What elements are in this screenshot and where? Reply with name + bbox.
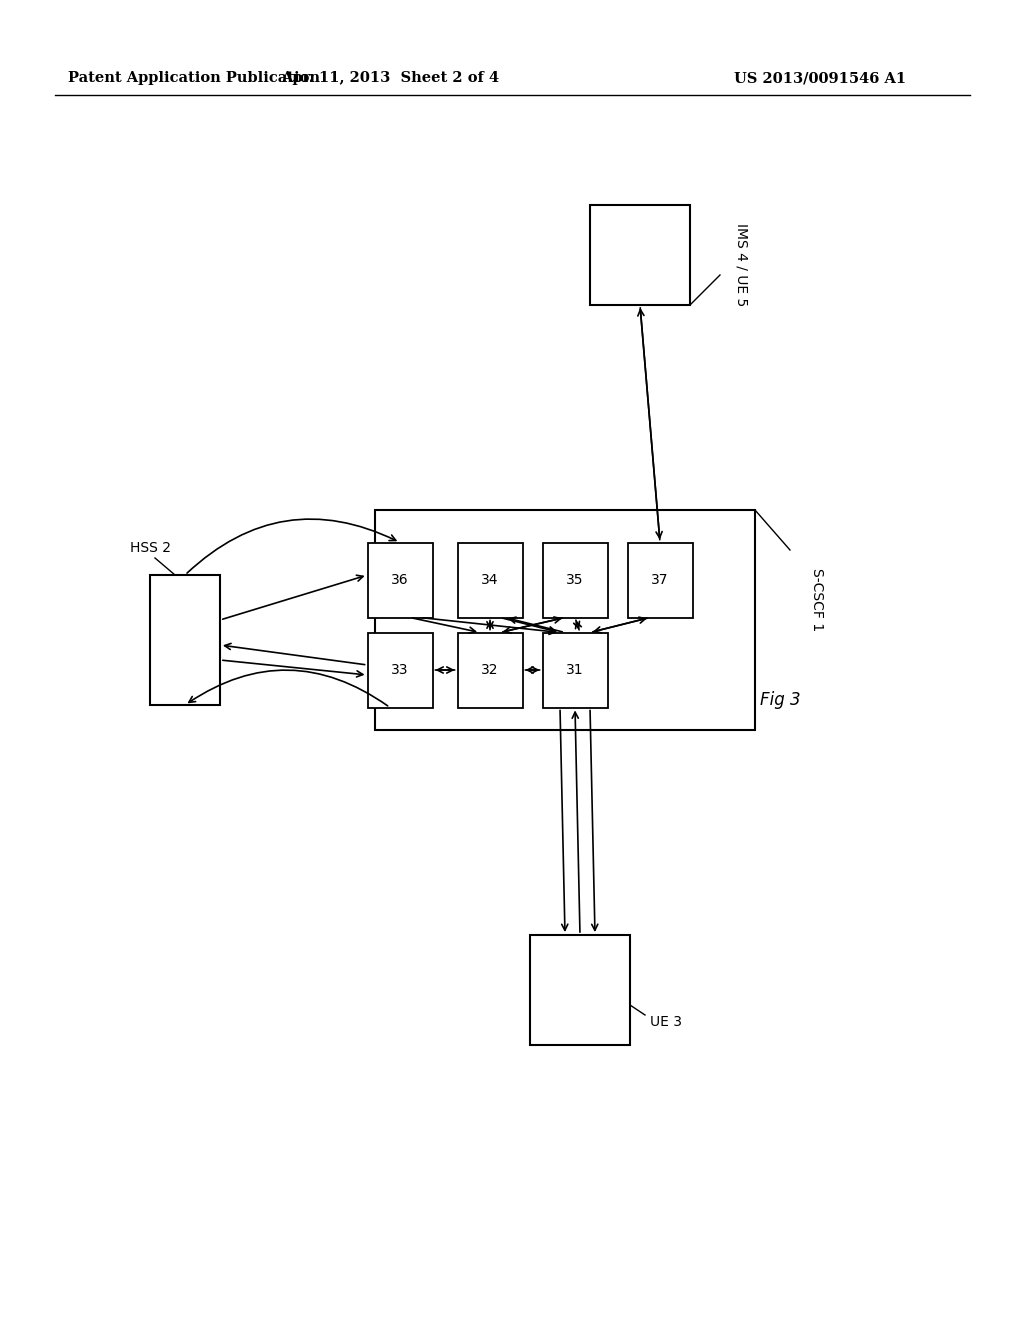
- Bar: [530, 935, 630, 1045]
- Text: HSS 2: HSS 2: [130, 541, 171, 554]
- Text: IMS 4 / UE 5: IMS 4 / UE 5: [735, 223, 749, 306]
- Bar: [543, 632, 607, 708]
- Text: US 2013/0091546 A1: US 2013/0091546 A1: [734, 71, 906, 84]
- Bar: [375, 510, 755, 730]
- Bar: [150, 576, 220, 705]
- Text: 34: 34: [481, 573, 499, 587]
- Bar: [458, 632, 522, 708]
- Bar: [368, 632, 432, 708]
- Bar: [458, 543, 522, 618]
- Bar: [628, 543, 692, 618]
- Text: 32: 32: [481, 663, 499, 677]
- Text: 31: 31: [566, 663, 584, 677]
- Text: Apr. 11, 2013  Sheet 2 of 4: Apr. 11, 2013 Sheet 2 of 4: [281, 71, 499, 84]
- Text: 35: 35: [566, 573, 584, 587]
- Text: UE 3: UE 3: [650, 1015, 682, 1030]
- Bar: [368, 543, 432, 618]
- Text: Fig 3: Fig 3: [760, 690, 801, 709]
- Text: S-CSCF 1: S-CSCF 1: [810, 569, 824, 631]
- Text: 36: 36: [391, 573, 409, 587]
- Bar: [590, 205, 690, 305]
- Bar: [543, 543, 607, 618]
- Text: Patent Application Publication: Patent Application Publication: [68, 71, 319, 84]
- Text: 33: 33: [391, 663, 409, 677]
- Text: 37: 37: [651, 573, 669, 587]
